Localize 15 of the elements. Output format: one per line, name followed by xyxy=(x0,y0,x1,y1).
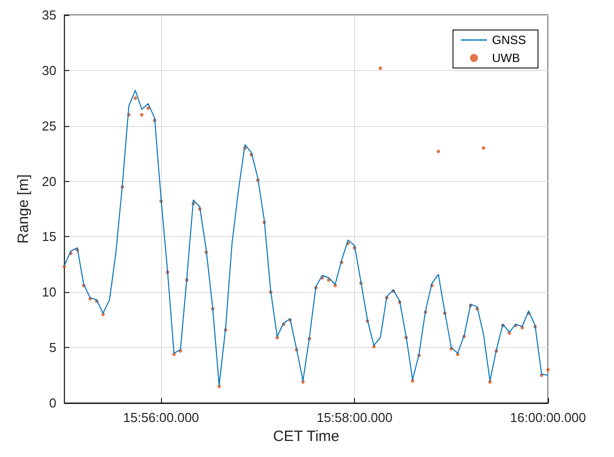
x-tick-label: 15:58:00.000 xyxy=(316,410,392,425)
x-tick-label: 15:56:00.000 xyxy=(123,410,200,425)
y-tick-label: 30 xyxy=(42,62,56,78)
y-tick-label: 20 xyxy=(42,174,56,189)
y-tick-label: 35 xyxy=(42,8,56,22)
x-tick-label: 16:00:00.000 xyxy=(510,410,586,425)
legend-label: UWB xyxy=(492,51,520,65)
legend-label: GNSS xyxy=(492,33,526,47)
y-tick-label: 15 xyxy=(42,229,56,244)
y-tick-label: 25 xyxy=(42,118,56,134)
y-axis-title: Range [m] xyxy=(15,174,32,244)
y-tick-label: 5 xyxy=(49,340,56,356)
x-axis-title: CET Time xyxy=(272,428,340,445)
y-tick-label: 10 xyxy=(42,284,56,300)
y-tick-label: 0 xyxy=(49,396,56,410)
